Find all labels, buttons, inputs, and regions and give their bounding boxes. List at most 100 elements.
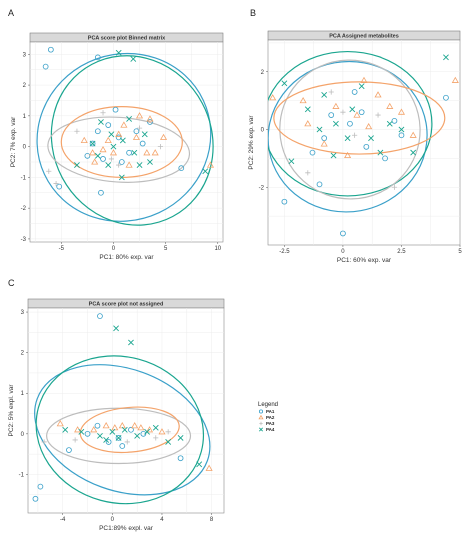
legend-key-pa1	[258, 409, 264, 414]
data-point-pa4	[131, 149, 138, 156]
data-point-pa1	[42, 63, 49, 70]
data-point-pa2	[137, 424, 145, 431]
x-tick-label: 0	[341, 249, 345, 255]
data-point-pa4	[304, 106, 311, 113]
data-point-pa4	[109, 428, 116, 435]
data-point-pa2	[205, 464, 213, 471]
data-point-pa4	[119, 137, 126, 144]
data-point-pa4	[386, 120, 393, 127]
data-point-pa2	[374, 91, 382, 98]
y-tick-label: -1	[19, 472, 25, 478]
data-point-pa4	[89, 140, 96, 147]
y-tick-label: 1	[23, 114, 27, 120]
y-tick-label: -2	[21, 206, 27, 212]
data-point-pa4	[344, 135, 351, 142]
data-point-pa1	[347, 120, 353, 127]
data-point-pa1	[358, 109, 365, 116]
data-point-pa2	[89, 149, 97, 156]
x-tick-label: 5	[458, 249, 462, 255]
data-point-pa3	[165, 429, 171, 435]
data-point-pa1	[139, 140, 146, 147]
data-point-pa4	[281, 80, 288, 87]
data-point-pa2	[320, 140, 328, 147]
data-point-pa2	[332, 102, 340, 109]
data-point-pa4	[94, 152, 101, 159]
data-point-pa1	[328, 112, 335, 118]
data-point-pa2	[344, 151, 352, 159]
panel-letter: A	[8, 8, 14, 18]
data-point-pa4	[62, 426, 69, 433]
data-point-pa2	[143, 149, 151, 156]
y-axis-title: PC2: 29% exp. var	[248, 115, 255, 170]
data-point-pa1	[115, 134, 122, 141]
data-point-pa2	[56, 420, 64, 427]
data-point-pa2	[451, 76, 459, 83]
data-point-pa1	[140, 430, 147, 437]
data-point-pa4	[134, 432, 141, 439]
data-point-pa2	[146, 115, 154, 122]
data-point-pa2	[104, 136, 112, 144]
data-point-pa4	[115, 434, 122, 441]
confidence-ellipse-pa4	[50, 55, 214, 226]
data-point-pa4	[113, 325, 119, 332]
panel-c: C PCA score plot not assigned -4 0 4 8 -1 0 1 2 3 P…	[8, 278, 225, 532]
data-point-pa1	[94, 422, 101, 429]
data-point-pa1	[94, 54, 101, 61]
y-tick-label: -2	[259, 185, 265, 191]
data-point-pa3	[41, 439, 47, 445]
panel-letter: C	[8, 278, 15, 288]
data-point-pa4	[152, 424, 159, 431]
data-point-pa2	[158, 428, 166, 435]
y-tick-label: 3	[23, 52, 27, 58]
data-point-pa1	[119, 443, 126, 449]
confidence-ellipse-pa4	[268, 50, 433, 197]
data-point-pa4	[108, 131, 115, 138]
data-point-pa4	[121, 426, 128, 433]
data-point-pa1	[115, 435, 122, 441]
legend-key-pa4	[258, 427, 264, 432]
data-point-pa2	[151, 149, 159, 156]
data-point-pa4	[398, 126, 405, 133]
data-point-pa1	[84, 152, 91, 159]
data-point-pa4	[316, 126, 323, 133]
panel-title: PCA score plot not assigned	[89, 302, 164, 308]
data-point-pa3	[46, 168, 52, 174]
data-point-pa4	[126, 116, 133, 122]
data-point-pa2	[365, 122, 373, 130]
data-point-pa2	[409, 131, 417, 138]
data-point-pa3	[157, 144, 164, 150]
data-point-pa4	[136, 162, 143, 168]
x-tick-label: 4	[160, 517, 164, 523]
data-point-pa2	[159, 133, 168, 140]
data-point-pa4	[368, 135, 374, 142]
data-point-pa3	[375, 112, 381, 118]
gridlines	[268, 40, 460, 245]
data-point-pa4	[105, 162, 112, 168]
panel-title: PCA Assigned metabolites	[329, 34, 399, 40]
data-point-pa1	[56, 183, 63, 190]
data-point-pa1	[112, 106, 119, 113]
data-point-pa2	[132, 133, 140, 140]
data-point-pa4	[128, 339, 134, 346]
data-point-pa4	[196, 461, 203, 468]
panel-letter: B	[250, 8, 256, 18]
data-point-pa1	[133, 128, 140, 135]
data-point-pa2	[99, 146, 107, 153]
y-tick-label: 1	[21, 391, 25, 397]
data-point-pa1	[118, 159, 125, 165]
data-point-pa4	[321, 91, 328, 98]
confidence-ellipse-pa2	[273, 81, 446, 155]
legend-label-pa1: PA1	[266, 409, 275, 414]
data-point-pa1	[89, 140, 96, 147]
x-tick-label: 8	[210, 517, 214, 523]
y-tick-label: 0	[261, 128, 265, 134]
data-point-pa1	[37, 483, 44, 490]
x-tick-label: 5	[164, 246, 168, 252]
data-point-pa2	[125, 161, 133, 168]
plot-area	[27, 307, 225, 514]
data-point-pa2	[120, 121, 128, 128]
data-point-pa4	[118, 174, 125, 181]
plot-layer	[32, 313, 213, 505]
x-tick-label: -4	[60, 517, 66, 523]
